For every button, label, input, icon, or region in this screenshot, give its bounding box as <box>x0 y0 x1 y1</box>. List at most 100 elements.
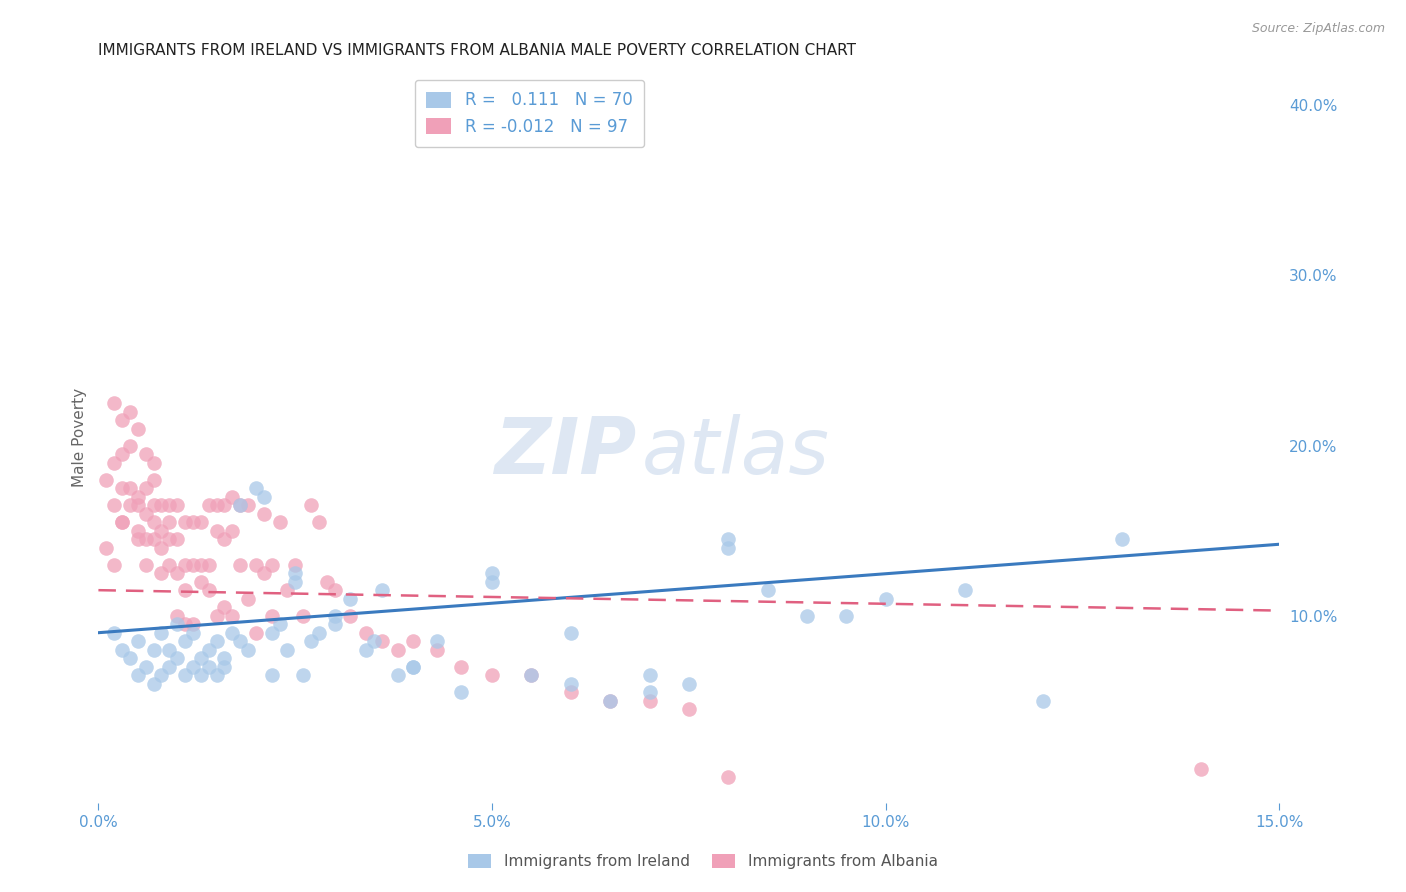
Point <box>253 490 276 504</box>
Point <box>1111 532 1133 546</box>
Point <box>269 617 291 632</box>
Point <box>756 583 779 598</box>
Point <box>181 659 204 673</box>
Point <box>221 524 243 538</box>
Point <box>135 507 157 521</box>
Point <box>118 404 141 418</box>
Point <box>205 524 228 538</box>
Point <box>174 634 197 648</box>
Point <box>118 651 141 665</box>
Point <box>135 659 157 673</box>
Point <box>142 515 165 529</box>
Point <box>103 456 125 470</box>
Point <box>260 625 283 640</box>
Point <box>214 498 236 512</box>
Point <box>127 524 149 538</box>
Point <box>205 634 228 648</box>
Point <box>354 642 377 657</box>
Point <box>135 447 157 461</box>
Point <box>260 608 283 623</box>
Point <box>717 541 740 555</box>
Point <box>142 498 165 512</box>
Point <box>118 481 141 495</box>
Point <box>197 642 219 657</box>
Point <box>638 694 661 708</box>
Point <box>875 591 897 606</box>
Point <box>118 439 141 453</box>
Point <box>157 659 180 673</box>
Point <box>190 668 212 682</box>
Point <box>269 515 291 529</box>
Point <box>103 498 125 512</box>
Point <box>599 694 621 708</box>
Point <box>299 634 322 648</box>
Point <box>229 634 252 648</box>
Point <box>111 515 134 529</box>
Point <box>127 490 149 504</box>
Point <box>245 625 267 640</box>
Point <box>229 498 252 512</box>
Point <box>339 608 361 623</box>
Point <box>96 473 118 487</box>
Point <box>292 608 315 623</box>
Point <box>157 515 180 529</box>
Point <box>796 608 818 623</box>
Point <box>229 498 252 512</box>
Point <box>96 541 118 555</box>
Point <box>197 498 219 512</box>
Point <box>127 634 149 648</box>
Point <box>174 558 197 572</box>
Point <box>157 532 180 546</box>
Point <box>135 558 157 572</box>
Point <box>354 625 377 640</box>
Point <box>142 473 165 487</box>
Point <box>157 498 180 512</box>
Point <box>190 515 212 529</box>
Point <box>371 583 394 598</box>
Point <box>174 515 197 529</box>
Point <box>190 558 212 572</box>
Point <box>284 558 307 572</box>
Point <box>236 498 259 512</box>
Point <box>103 396 125 410</box>
Point <box>166 608 188 623</box>
Point <box>205 608 228 623</box>
Point <box>387 668 409 682</box>
Point <box>166 617 188 632</box>
Point <box>103 625 125 640</box>
Point <box>150 524 173 538</box>
Point <box>166 532 188 546</box>
Point <box>221 625 243 640</box>
Point <box>205 668 228 682</box>
Text: Source: ZipAtlas.com: Source: ZipAtlas.com <box>1251 22 1385 36</box>
Y-axis label: Male Poverty: Male Poverty <box>72 387 87 487</box>
Point <box>214 659 236 673</box>
Point <box>299 498 322 512</box>
Point <box>717 770 740 784</box>
Point <box>197 583 219 598</box>
Point <box>174 617 197 632</box>
Point <box>142 642 165 657</box>
Point <box>127 498 149 512</box>
Point <box>111 515 134 529</box>
Point <box>214 532 236 546</box>
Point <box>127 532 149 546</box>
Point <box>118 498 141 512</box>
Point <box>236 642 259 657</box>
Text: atlas: atlas <box>641 414 830 490</box>
Point <box>402 634 425 648</box>
Point <box>560 677 582 691</box>
Point <box>599 694 621 708</box>
Point <box>205 498 228 512</box>
Point <box>1032 694 1054 708</box>
Point <box>520 668 543 682</box>
Point <box>426 634 449 648</box>
Point <box>181 625 204 640</box>
Point <box>253 566 276 581</box>
Point <box>221 608 243 623</box>
Point <box>284 566 307 581</box>
Point <box>371 634 394 648</box>
Point <box>111 642 134 657</box>
Point <box>678 677 700 691</box>
Point <box>142 677 165 691</box>
